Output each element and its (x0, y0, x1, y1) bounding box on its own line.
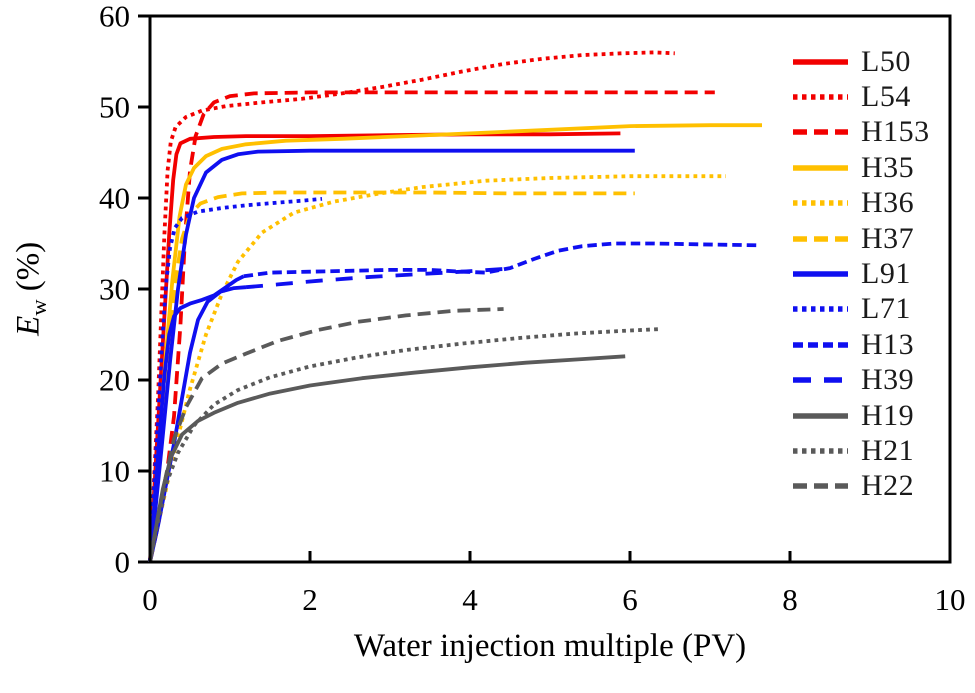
y-axis-unit: (%) (10, 241, 47, 300)
legend-line-sample-L91 (793, 271, 848, 277)
curve-segment (148, 148, 635, 563)
legend-line-sample-H153 (793, 129, 848, 136)
legend-item-H37: H37 (793, 221, 930, 256)
legend-item-L71: L71 (793, 292, 930, 327)
legend-label-H36: H36 (861, 186, 915, 220)
legend-item-L50: L50 (793, 44, 930, 79)
legend-item-H22: H22 (793, 469, 930, 504)
plot-frame (148, 14, 952, 564)
y-tick-label: 50 (99, 90, 130, 125)
x-tick-label: 2 (302, 582, 318, 617)
series-H21 (148, 327, 663, 563)
legend-line-sample-H36 (793, 200, 848, 206)
legend-line-sample-L50 (793, 58, 848, 65)
curve-segment (148, 307, 504, 563)
legend-label-L50: L50 (861, 44, 911, 78)
curve-segment (148, 274, 245, 563)
legend-label-L54: L54 (861, 80, 911, 114)
series-L54 (148, 50, 675, 563)
curve-segment (148, 90, 715, 563)
legend-label-L91: L91 (861, 257, 911, 291)
legend-line-sample-H35 (793, 165, 848, 171)
legend-label-H153: H153 (861, 115, 930, 149)
x-tick-label: 4 (462, 582, 478, 617)
legend-item-L54: L54 (793, 79, 930, 114)
y-tick-label: 0 (115, 545, 131, 580)
series-H153 (148, 90, 715, 563)
x-tick-label: 0 (142, 582, 158, 617)
curve-segment (243, 241, 761, 279)
series-L91 (148, 148, 635, 563)
legend-item-H35: H35 (793, 150, 930, 185)
y-axis-symbol: E (10, 315, 47, 337)
legend-label-H13: H13 (861, 327, 915, 361)
y-tick-label: 30 (99, 272, 130, 307)
y-tick-label: 10 (99, 454, 130, 489)
curve-segment (148, 327, 663, 563)
legend-item-H19: H19 (793, 398, 930, 433)
x-tick-label: 6 (622, 582, 638, 617)
curve-segment (148, 190, 635, 563)
legend-item-H153: H153 (793, 115, 930, 150)
legend-line-sample-H39 (793, 377, 848, 383)
legend-item-H36: H36 (793, 186, 930, 221)
x-tick-label: 8 (782, 582, 798, 617)
legend-label-L71: L71 (861, 292, 911, 326)
y-tick-label: 20 (99, 363, 130, 398)
legend-label-H19: H19 (861, 398, 915, 432)
legend-label-H22: H22 (861, 469, 915, 503)
legend-line-sample-H19 (793, 412, 848, 419)
legend-item-H39: H39 (793, 363, 930, 398)
legend-line-sample-L71 (793, 306, 848, 313)
series-H19 (148, 354, 626, 563)
y-tick-label: 60 (99, 0, 130, 34)
legend-line-sample-H13 (793, 342, 848, 348)
x-axis-title: Water injection multiple (PV) (353, 628, 747, 664)
legend-label-H35: H35 (861, 150, 915, 184)
legend-line-sample-H21 (793, 448, 848, 454)
legend-label-H39: H39 (861, 363, 915, 397)
legend-line-sample-H37 (793, 235, 848, 242)
legend: L50 L54 H153 H35 H36 H37 L91 L71 H13 H39 H19 H21 H22 (793, 44, 930, 504)
series-H37 (148, 190, 635, 563)
curve-segment (245, 267, 504, 290)
legend-label-H21: H21 (861, 433, 915, 467)
curve-segment (148, 354, 626, 563)
x-tick-label: 10 (935, 582, 966, 617)
y-axis-subscript: w (25, 299, 51, 316)
legend-item-H13: H13 (793, 327, 930, 362)
legend-line-sample-H22 (793, 483, 848, 490)
series-H22 (148, 307, 504, 563)
legend-line-sample-L54 (793, 94, 848, 100)
legend-item-L91: L91 (793, 256, 930, 291)
legend-label-H37: H37 (861, 221, 915, 255)
curve-segment (148, 50, 675, 563)
y-axis-title: Ew (%) (0, 0, 62, 578)
legend-item-H21: H21 (793, 433, 930, 468)
y-tick-label: 40 (99, 181, 130, 216)
